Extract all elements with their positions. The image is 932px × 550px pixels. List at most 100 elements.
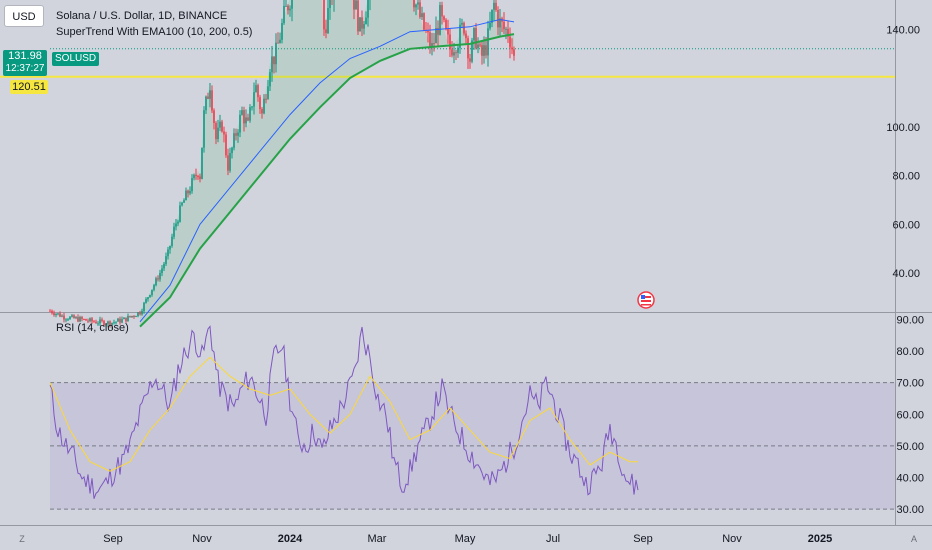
rsi-legend[interactable]: RSI (14, close) [56, 322, 129, 334]
candle-body [117, 318, 119, 322]
candle-body [195, 174, 197, 177]
candle-body [167, 249, 169, 257]
candle-body [325, 29, 327, 33]
candle-body [131, 315, 133, 317]
candle-body [505, 28, 507, 30]
candle-body [435, 28, 437, 44]
candle-body [81, 317, 83, 320]
rsi-pane[interactable] [49, 325, 895, 510]
rsi-tick-label: 30.00 [896, 504, 924, 516]
candle-body [73, 315, 75, 319]
auto-scale-button[interactable]: A [910, 534, 917, 544]
candle-body [99, 319, 101, 324]
candle-body [69, 316, 71, 320]
price-axis[interactable]: 40.00 60.00 80.00 100.00 140.00 [886, 24, 920, 280]
candle-body [431, 43, 433, 48]
candle-body [51, 310, 53, 314]
candle-body [113, 322, 115, 324]
candle-body [141, 310, 143, 315]
time-tick-label: May [455, 533, 476, 545]
candle-body [281, 23, 283, 40]
candle-body [467, 38, 469, 59]
candle-body [441, 5, 443, 17]
bar-countdown: 12:37:27 [5, 63, 45, 74]
candle-body [59, 313, 61, 317]
candle-body [75, 317, 77, 319]
candle-body [93, 321, 95, 323]
candle-body [255, 85, 257, 93]
candle-body [95, 321, 97, 324]
ema100-line [139, 18, 515, 323]
rsi-ma-line [49, 356, 638, 472]
candle-body [359, 17, 361, 32]
candle-body [475, 28, 477, 49]
candle-body [355, 0, 357, 10]
candle-body [511, 47, 513, 50]
candle-body [121, 319, 123, 323]
price-pane[interactable] [0, 0, 895, 329]
currency-selector[interactable]: USD [4, 5, 44, 27]
candle-body [509, 36, 511, 48]
candle-body [439, 5, 441, 35]
candle-body [287, 5, 289, 11]
candle-body [215, 122, 217, 140]
time-tick-label: 2025 [808, 533, 832, 545]
rsi-axis[interactable]: 30.00 40.00 50.00 60.00 70.00 80.00 90.00 [896, 314, 924, 516]
price-tick-label: 60.00 [892, 219, 920, 231]
candle-body [207, 96, 209, 99]
candle-body [61, 315, 63, 317]
candle-body [451, 49, 453, 56]
candle-body [223, 131, 225, 135]
candle-body [221, 121, 223, 132]
candle-body [285, 5, 287, 7]
candle-body [109, 321, 111, 326]
candle-body [497, 9, 499, 28]
candle-body [125, 317, 127, 322]
candle-body [77, 317, 79, 322]
candle-body [63, 315, 65, 320]
candle-body [465, 33, 467, 39]
candle-body [271, 56, 273, 73]
candle-body [275, 42, 277, 65]
candle-body [209, 90, 211, 99]
candle-body [429, 32, 431, 48]
timezone-button[interactable]: Z [19, 534, 25, 544]
candle-body [181, 202, 183, 206]
indicator-legend[interactable]: SuperTrend With EMA100 (10, 200, 0.5) [56, 26, 253, 38]
candle-body [137, 312, 139, 317]
candle-body [201, 147, 203, 179]
rsi-tick-label: 70.00 [896, 378, 924, 390]
time-axis[interactable]: Sep Nov 2024 Mar May Jul Sep Nov 2025 [103, 533, 832, 545]
last-price-value: 131.98 [8, 50, 42, 62]
candle-body [105, 324, 107, 326]
candle-body [199, 176, 201, 179]
candle-body [489, 22, 491, 29]
candle-body [133, 315, 135, 317]
candle-body [253, 92, 255, 107]
candle-body [169, 245, 171, 250]
candle-body [191, 178, 193, 192]
candle-body [171, 236, 173, 246]
candle-body [481, 45, 483, 56]
candle-body [469, 58, 471, 62]
candle-body [245, 117, 247, 124]
candle-body [227, 155, 229, 171]
candle-body [65, 319, 67, 321]
candle-body [217, 127, 219, 140]
price-tick-label: 40.00 [892, 268, 920, 280]
candle-body [447, 29, 449, 35]
time-tick-label: Nov [192, 533, 212, 545]
candle-body [437, 28, 439, 35]
candle-body [179, 205, 181, 222]
time-tick-label: Sep [103, 533, 123, 545]
candle-body [67, 319, 69, 321]
candle-body [461, 22, 463, 25]
us-flag-event-icon[interactable] [637, 291, 655, 309]
candle-body [433, 43, 435, 45]
candle-body [145, 299, 147, 303]
candle-body [173, 226, 175, 237]
candle-body [495, 2, 497, 10]
candle-body [507, 28, 509, 37]
candle-body [49, 310, 51, 312]
